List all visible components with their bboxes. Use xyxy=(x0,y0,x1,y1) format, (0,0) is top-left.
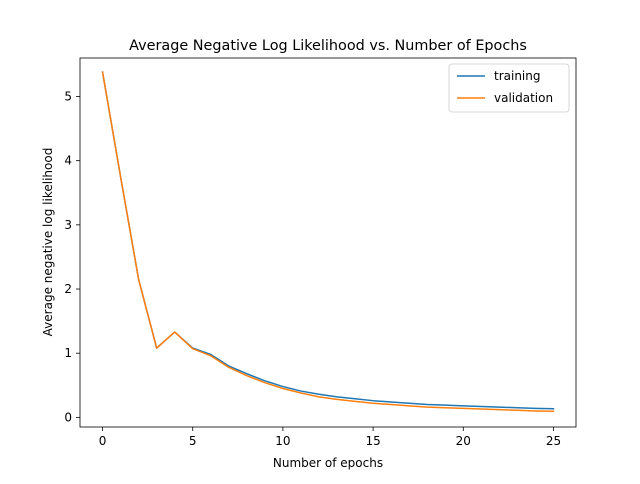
series-line-validation xyxy=(101,71,555,413)
y-tick-label: 0 xyxy=(64,410,72,424)
series-layer xyxy=(101,71,555,413)
chart-title: Average Negative Log Likelihood vs. Numb… xyxy=(129,38,527,54)
legend: training validation xyxy=(448,63,570,113)
y-axis-label: Average negative log likelihood xyxy=(41,148,55,337)
plot-frame xyxy=(79,57,577,428)
x-axis-label: Number of epochs xyxy=(273,456,383,470)
x-tick-label: 10 xyxy=(275,434,290,448)
x-axis-ticks: 0 5 10 15 20 25 xyxy=(99,427,561,448)
y-tick-label: 1 xyxy=(64,346,72,360)
y-tick-label: 5 xyxy=(64,90,72,104)
y-tick-label: 2 xyxy=(64,282,72,296)
x-tick-label: 20 xyxy=(456,434,471,448)
x-tick-label: 0 xyxy=(99,434,107,448)
x-tick-label: 15 xyxy=(365,434,380,448)
legend-label-training: training xyxy=(494,69,541,83)
x-tick-label: 5 xyxy=(189,434,197,448)
legend-label-validation: validation xyxy=(494,91,553,105)
x-tick-label: 25 xyxy=(546,434,561,448)
y-axis-ticks: 0 1 2 3 4 5 xyxy=(64,90,80,424)
y-tick-label: 3 xyxy=(64,218,72,232)
y-tick-label: 4 xyxy=(64,154,72,168)
